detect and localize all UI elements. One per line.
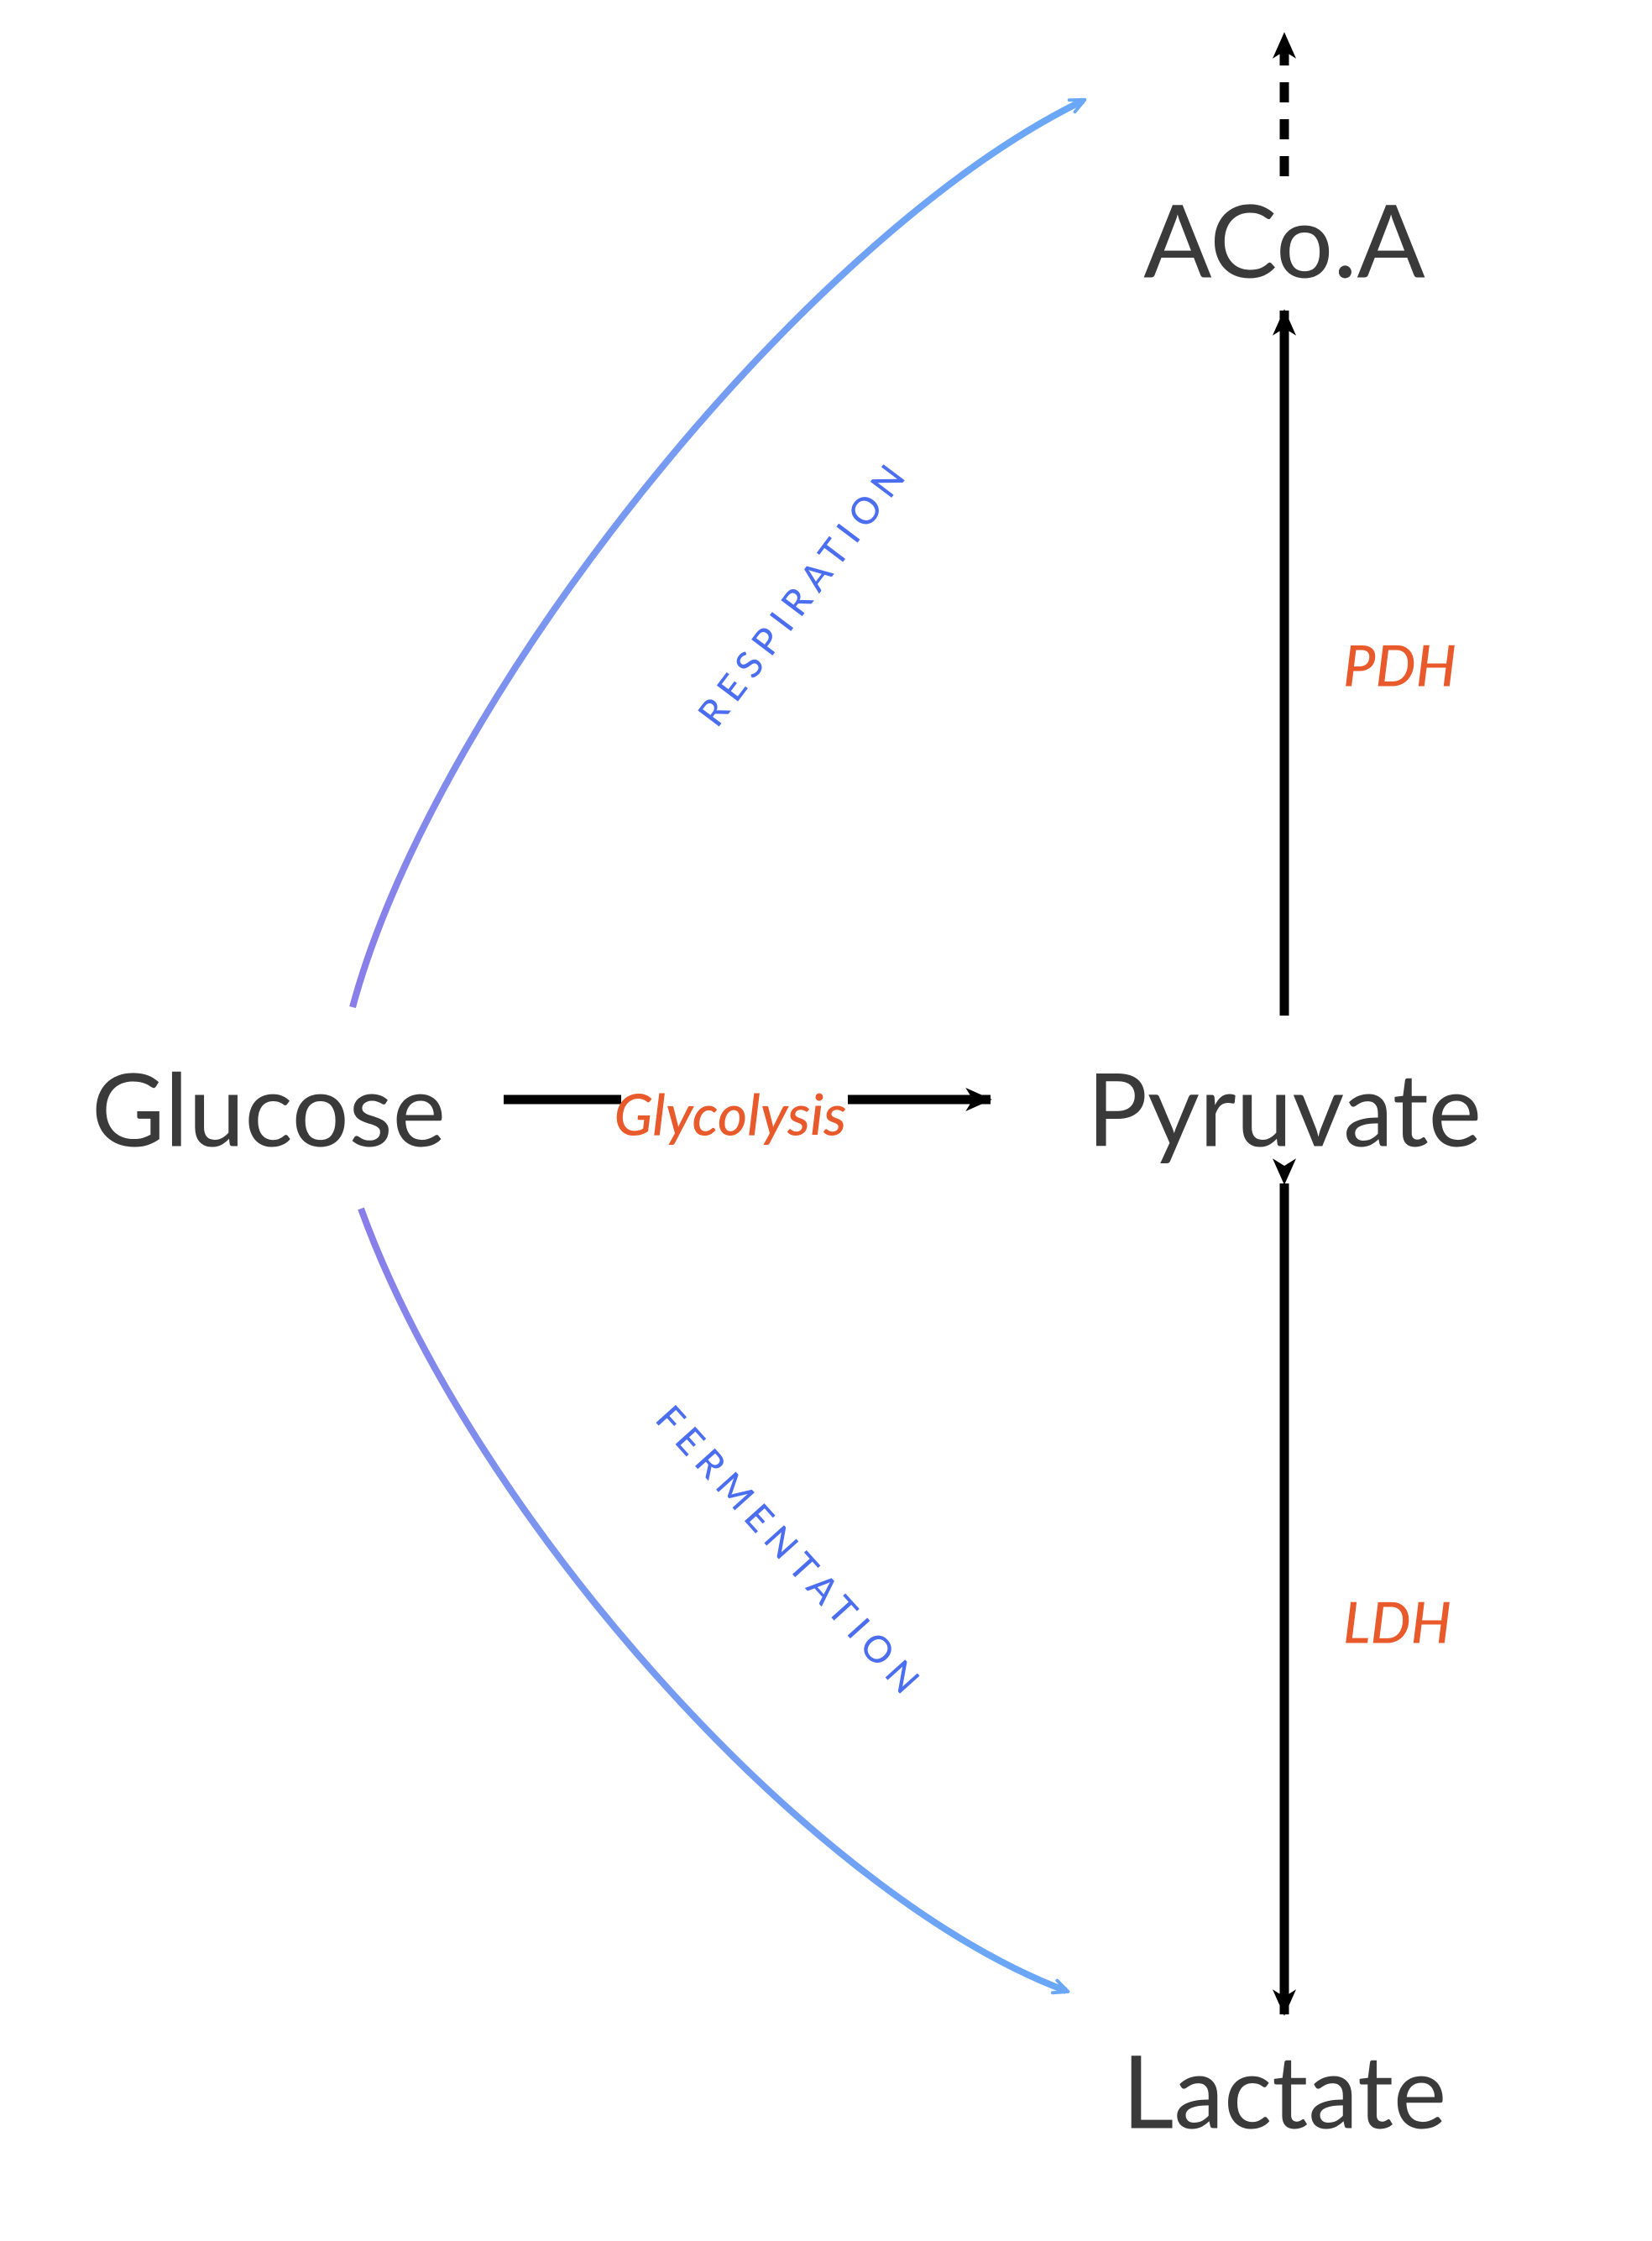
process-ldh: LDH — [1343, 1587, 1451, 1655]
process-glycolysis: Glycolysis — [614, 1079, 847, 1147]
process-pdh: PDH — [1343, 630, 1456, 698]
node-lactate: Lactate — [1122, 2029, 1447, 2150]
node-acoa: ACo.A — [1143, 178, 1425, 299]
metabolism-diagram: Glucose Pyruvate ACo.A Lactate Glycolysi… — [0, 0, 1652, 2241]
node-glucose: Glucose — [91, 1047, 446, 1168]
node-pyruvate: Pyruvate — [1087, 1047, 1482, 1168]
